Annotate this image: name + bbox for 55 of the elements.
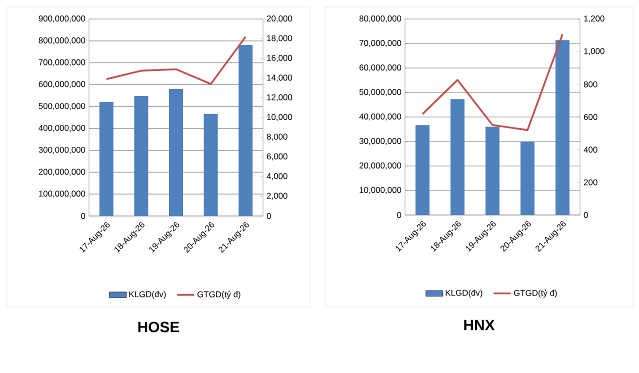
y2-tick-label: 10,000 [267, 114, 292, 121]
y-tick-label: 10,000,000 [360, 187, 402, 194]
y2-tick-label: 0 [266, 213, 271, 219]
legend-label: GTGD(tỷ đ) [197, 290, 240, 299]
line-series [106, 36, 246, 85]
y2-tick-label: 2,000 [266, 192, 288, 200]
y-tick-label: 0 [81, 213, 86, 219]
y-tick-label: 100,000,000 [39, 190, 86, 198]
y-tick-label: 50,000,000 [359, 89, 402, 96]
y2-tick-label: 4,000 [266, 173, 288, 180]
y2-tick-label: 800 [584, 81, 598, 88]
bar [486, 126, 500, 215]
y2-tick-label: 1,000 [584, 48, 604, 56]
bar [556, 40, 570, 215]
bar [450, 99, 465, 215]
bar [520, 142, 535, 215]
legend-label: KLGD(đv) [129, 290, 166, 299]
y2-tick-label: 0 [584, 212, 588, 218]
y-tick-label: 40,000,000 [359, 114, 402, 120]
y2-tick-label: 20,000 [266, 16, 292, 22]
y-tick-label: 300,000,000 [38, 146, 86, 154]
bar [238, 45, 253, 216]
y-tick-label: 900,000,000 [38, 16, 86, 22]
y-tick-label: 600,000,000 [38, 81, 86, 88]
line-series [422, 33, 564, 131]
y2-tick-label: 1,200 [584, 16, 604, 22]
legend-label: KLGD(đv) [446, 290, 482, 298]
bar [169, 89, 183, 216]
y-tick-label: 700,000,000 [38, 59, 86, 66]
y-tick-label: 400,000,000 [38, 124, 86, 132]
legend-label: GTGD(tỷ đ) [514, 289, 557, 298]
bar [204, 114, 218, 216]
y-tick-label: 20,000,000 [360, 162, 402, 170]
text: HOSE [138, 322, 180, 332]
y2-tick-label: 200 [584, 179, 598, 186]
y-tick-label: 70,000,000 [360, 40, 402, 47]
y2-tick-label: 6,000 [266, 153, 288, 160]
y-tick-label: 60,000,000 [360, 64, 402, 72]
bar [134, 96, 148, 216]
y2-tick-label: 8,000 [266, 134, 288, 141]
y-tick-label: 800,000,000 [38, 37, 86, 44]
y-tick-label: 500,000,000 [38, 103, 86, 110]
bar [416, 125, 430, 215]
bar [99, 102, 114, 216]
y2-tick-label: 600 [584, 114, 598, 120]
y2-tick-label: 12,000 [267, 94, 292, 102]
y-tick-label: 0 [397, 212, 402, 218]
y2-tick-label: 400 [584, 146, 598, 153]
y2-tick-label: 18,000 [267, 35, 292, 42]
text: HNX [464, 320, 495, 330]
y2-tick-label: 16,000 [267, 54, 292, 62]
y-tick-label: 30,000,000 [359, 138, 402, 145]
y2-tick-label: 14,000 [267, 74, 292, 82]
y-tick-label: 200,000,000 [38, 168, 86, 176]
y-tick-label: 80,000,000 [359, 16, 402, 22]
